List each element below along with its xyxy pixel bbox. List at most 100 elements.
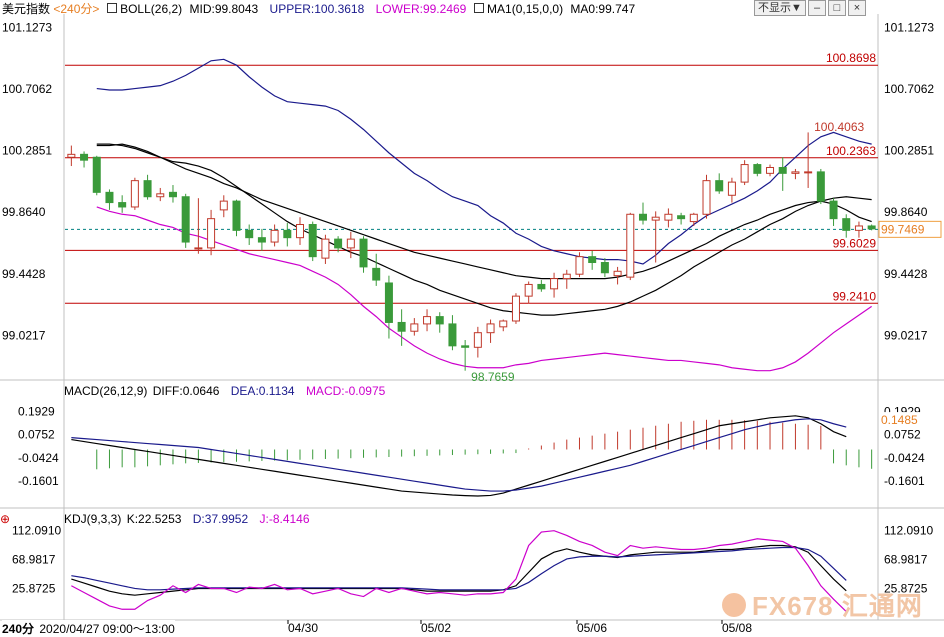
macd-tick-left: -0.1601 [18,474,59,488]
candle-body [283,229,292,239]
candle-body [829,200,838,220]
boll-lower-line [96,206,872,372]
kdj-tick-left: 25.8725 [12,582,56,596]
candle-body [308,224,317,258]
candle-body [359,238,368,268]
candle-body [372,267,381,281]
candle-body [804,171,813,174]
candle-body [245,229,254,239]
period-label[interactable]: <240分> [53,2,100,16]
kdj-label: KDJ(9,3,3) [64,512,122,526]
candle-body [194,247,203,250]
footer-period[interactable]: 240分 [2,622,35,636]
macd-current-label: 0.1485 [881,413,918,427]
watermark-text: FX678 汇通网 [752,591,923,621]
price-tick-right: 100.2851 [884,144,934,158]
x-axis-label: 05/02 [421,621,451,635]
macd-header: MACD(26,12,9) DIFF:0.0646 DEA:0.1134 MAC… [64,384,385,398]
candle-body [715,180,724,192]
price-tick-left: 99.0217 [2,328,46,342]
candle-body [575,256,584,275]
candle-body [156,193,165,198]
candle-body [702,180,711,215]
candle-body [92,156,101,193]
candle-body [270,229,279,243]
candle-body [486,323,495,334]
candle-body [448,323,457,347]
kdj-j: J:-8.4146 [259,512,310,526]
candle-body [143,180,152,198]
minimize-button[interactable]: – [808,0,826,16]
macd-tick-right: -0.1601 [884,474,925,488]
candle-body [562,273,571,280]
candle-body [626,213,635,278]
candle-body [753,164,762,174]
candle-body [207,218,216,249]
boll-label: BOLL(26,2) [120,2,183,16]
candle-body [816,171,825,202]
candle-body [791,171,800,174]
level-label: 99.2410 [833,289,877,303]
kdj-tick-left: 68.9817 [12,553,56,567]
candle-body [550,278,559,290]
macd-diff-line [71,415,847,497]
candle-body [524,283,533,297]
price-tick-right: 101.1273 [884,21,934,35]
candle-body [600,262,609,274]
candle-body [321,238,330,259]
x-axis-label: 05/06 [577,621,607,635]
candle-body [435,316,444,325]
ma-line [96,143,872,280]
ma-icon [473,3,484,13]
price-tick-left: 100.7062 [2,82,52,96]
candle-body [689,213,698,223]
maximize-button[interactable]: □ [828,0,846,16]
candle-body [461,345,470,348]
boll-icon [106,3,117,13]
level-label: 100.8698 [826,51,876,65]
candle-body [664,213,673,221]
candle-body [677,215,686,220]
candle-body [334,238,343,249]
candle-body [727,181,736,196]
boll-upper: UPPER:100.3618 [269,2,365,16]
price-tick-right: 99.0217 [884,328,928,342]
candle-body [778,166,787,174]
candle-body [588,256,597,264]
low-annotation: 98.7659 [471,370,515,384]
close-button[interactable]: × [848,0,866,16]
macd-diff: DIFF:0.0646 [152,384,220,398]
price-tick-left: 99.4428 [2,267,46,281]
boll-upper-line [96,58,872,265]
price-tick-right: 100.7062 [884,82,934,96]
candle-body [473,332,482,348]
boll-mid: MID:99.8043 [189,2,259,16]
x-axis-label: 04/30 [288,621,318,635]
kdj-d-line [71,546,847,591]
crosshair-icon[interactable]: ⊕ [0,512,11,526]
candle-body [766,166,775,174]
macd-tick-right: 0.0752 [884,428,921,442]
boll-lower: LOWER:99.2469 [375,2,467,16]
current-price-label: 99.7469 [881,222,925,236]
candle-body [80,153,89,161]
candle-body [168,191,177,198]
current-price-box [878,220,942,238]
kdj-d: D:37.9952 [192,512,249,526]
kdj-k: K:22.5253 [126,512,182,526]
macd-tick-left: -0.0424 [18,451,59,465]
watermark-icon [722,592,746,617]
kdj-tick-right: 25.8725 [884,582,928,596]
macd-label: MACD(26,12,9) [64,384,148,398]
candle-body [346,238,355,249]
candle-body [67,153,76,158]
candle-body [232,200,241,231]
candle-body [296,224,305,239]
x-axis-label: 05/08 [722,621,752,635]
candle-body [105,191,114,204]
hide-indicator-button[interactable]: 不显示▼ [754,0,806,16]
kdj-j-line [71,530,847,612]
candle-body [867,225,876,230]
